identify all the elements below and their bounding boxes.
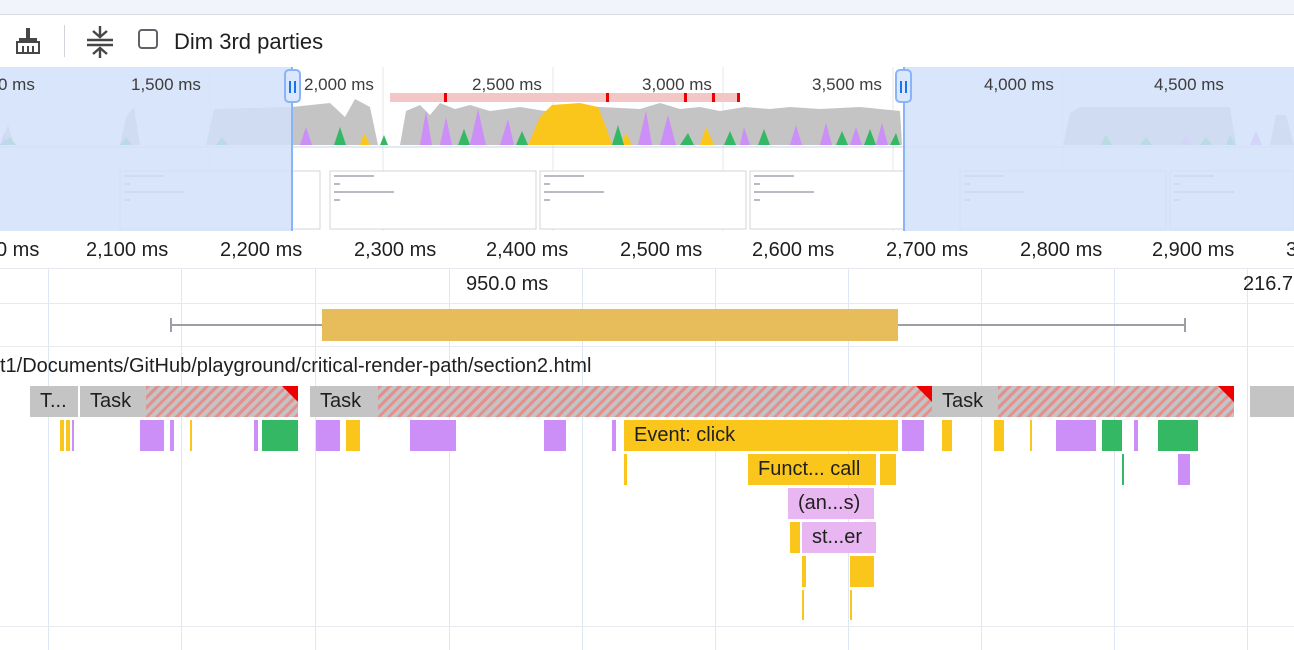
grid-line [582,231,583,650]
time-ruler: 0 ms 2,100 ms 2,200 ms 2,300 ms 2,400 ms… [0,231,1294,269]
long-task-marker [1218,386,1234,402]
divider [0,268,1294,269]
event-block[interactable] [850,590,852,620]
ruler-tick: 2,600 ms [752,239,835,261]
event-block[interactable] [942,420,952,451]
divider [0,626,1294,627]
ruler-tick: 2,700 ms [886,239,969,261]
selection-right-value: 216.7 [1243,273,1294,295]
overview-chart [0,67,1294,231]
grid-line [181,231,182,650]
event-block[interactable] [60,420,64,451]
long-task-overflow [378,386,932,417]
selection-duration: 950.0 ms [466,273,549,295]
render-block[interactable] [1056,420,1096,451]
selection-right-handle[interactable] [895,69,912,103]
collapse-button[interactable] [84,23,116,59]
toolbar-divider [64,25,65,57]
paint-block[interactable] [1158,420,1198,451]
event-block[interactable] [850,556,874,587]
task-block[interactable]: Task [310,386,378,417]
divider [0,303,1294,304]
render-block[interactable] [170,420,174,451]
overview-tick: 2,000 ms [304,75,374,94]
divider [0,346,1294,347]
setter-block[interactable]: st...er [802,522,876,553]
event-block[interactable] [994,420,1004,451]
ruler-tick: 2,900 ms [1152,239,1235,261]
render-block[interactable] [410,420,456,451]
whisker-cap-left [170,318,172,332]
render-block[interactable] [140,420,164,451]
clear-button[interactable] [12,23,44,59]
long-task-overflow [146,386,298,417]
overview-tick: 4,500 ms [1154,75,1224,94]
paint-block[interactable] [1122,454,1124,485]
grid-line [48,231,49,650]
event-block[interactable] [802,556,806,587]
whisker-cap-right [1184,318,1186,332]
thread-url: t1/Documents/GitHub/playground/critical-… [0,355,592,377]
task-block[interactable]: Task [80,386,146,417]
ruler-tick: 2,400 ms [486,239,569,261]
event-block[interactable] [802,590,804,620]
ruler-tick: 2,300 ms [354,239,437,261]
event-block[interactable] [1030,420,1032,451]
ruler-tick: 2,100 ms [86,239,169,261]
paint-block[interactable] [1102,420,1122,451]
task-block[interactable] [1250,386,1294,417]
overview-tick: 2,500 ms [472,75,542,94]
long-task-marker [282,386,298,402]
long-task-marker [916,386,932,402]
long-task-overflow [998,386,1234,417]
collapse-vertical-icon [87,26,113,58]
render-block[interactable] [544,420,566,451]
render-block[interactable] [1134,420,1138,451]
event-block[interactable] [346,420,360,451]
ruler-tick: 2,500 ms [620,239,703,261]
render-block[interactable] [254,420,258,451]
event-block[interactable] [880,454,896,485]
grid-line [1247,231,1248,650]
overview-tick: 3,500 ms [812,75,882,94]
anonymous-function-block[interactable]: (an...s) [788,488,874,519]
render-block[interactable] [902,420,924,451]
broom-icon [16,28,40,54]
paint-block[interactable] [262,420,298,451]
ruler-tick: 3 [1286,239,1294,261]
timeline-toolbar: Dim 3rd parties [0,15,1294,67]
timeline-overview[interactable]: 0 ms 1,500 ms 2,000 ms 2,500 ms 3,000 ms… [0,67,1294,231]
dim-3rd-parties-label: Dim 3rd parties [174,29,324,54]
render-block[interactable] [1178,454,1190,485]
selection-left-handle[interactable] [284,69,301,103]
grid-line [981,231,982,650]
overview-tick: 1,500 ms [131,75,201,94]
interaction-bar[interactable] [322,309,898,341]
task-block[interactable]: Task [932,386,998,417]
event-block[interactable] [790,522,800,553]
task-block[interactable]: T... [30,386,78,417]
event-block[interactable] [66,420,70,451]
ruler-tick: 2,800 ms [1020,239,1103,261]
function-call-block[interactable]: Funct... call [748,454,876,485]
overview-tick: 4,000 ms [984,75,1054,94]
event-block[interactable] [624,454,627,485]
event-block[interactable] [190,420,192,451]
dim-3rd-parties-checkbox[interactable] [138,29,158,49]
overview-tick: 0 ms [0,75,35,94]
ruler-tick: 2,200 ms [220,239,303,261]
previous-row-strip [0,0,1294,15]
grid-line [315,231,316,650]
render-block[interactable] [72,420,74,451]
overview-tick: 3,000 ms [642,75,712,94]
render-block[interactable] [316,420,340,451]
render-block[interactable] [612,420,616,451]
ruler-tick: 0 ms [0,239,40,261]
event-click-block[interactable]: Event: click [624,420,898,451]
